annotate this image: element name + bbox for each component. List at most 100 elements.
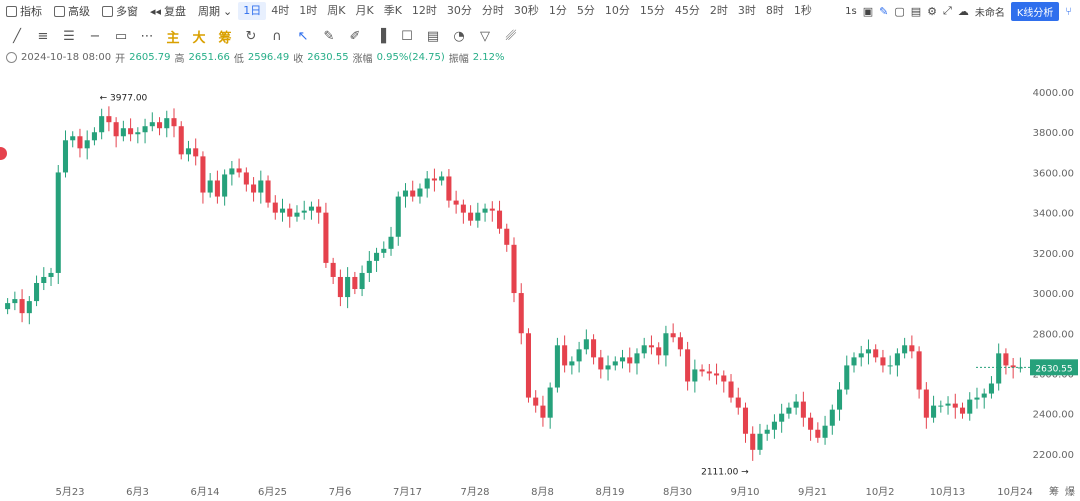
fullscreen-icon[interactable]: ▢ bbox=[894, 4, 905, 18]
kline-analysis-button[interactable]: K线分析 bbox=[1010, 1, 1060, 21]
candle-body bbox=[222, 174, 228, 197]
candle-body bbox=[5, 303, 11, 310]
period-item[interactable]: 1秒 bbox=[793, 4, 812, 17]
magnet-icon[interactable]: ∩ bbox=[272, 28, 282, 44]
candle-body bbox=[243, 172, 249, 185]
big-chip-button[interactable]: 大 bbox=[192, 30, 206, 46]
trash-icon[interactable]: ␥ bbox=[505, 28, 517, 44]
open-label: 开 bbox=[115, 54, 126, 65]
main-chip-button[interactable]: 主 bbox=[166, 30, 180, 46]
max-price-label: ← 3977.00 bbox=[100, 94, 148, 104]
indicator-button[interactable]: 指标 bbox=[0, 1, 48, 21]
highlighter-icon[interactable]: ✐ bbox=[349, 28, 361, 44]
period-item[interactable]: 15分 bbox=[639, 4, 665, 17]
cloud-icon[interactable]: ☁ bbox=[957, 4, 969, 18]
info-toggle-icon[interactable] bbox=[6, 52, 17, 63]
candle-body bbox=[482, 208, 488, 213]
y-tick-label: 3000.00 bbox=[1033, 289, 1074, 300]
candle-body bbox=[931, 405, 937, 418]
filter-icon[interactable]: ▽ bbox=[480, 28, 490, 44]
bar-pattern-icon[interactable]: ▐ bbox=[376, 28, 386, 44]
candle-body bbox=[402, 190, 409, 197]
period-item[interactable]: 1日 bbox=[238, 2, 267, 20]
candle-body bbox=[656, 347, 662, 356]
candle-body bbox=[909, 345, 915, 352]
candle-body bbox=[48, 272, 54, 277]
candle-body bbox=[988, 383, 994, 394]
multi-window-button[interactable]: 多窗 bbox=[96, 1, 144, 21]
gear-icon[interactable]: ⚙ bbox=[927, 4, 938, 18]
candle-body bbox=[952, 403, 958, 408]
candle-body bbox=[815, 429, 821, 438]
candle-body bbox=[99, 116, 105, 133]
candle-body bbox=[439, 176, 445, 181]
candle-body bbox=[670, 333, 676, 338]
candle-body bbox=[55, 172, 61, 273]
chip-button[interactable]: 筹 bbox=[218, 30, 232, 46]
rectangle-tool-icon[interactable]: ▭ bbox=[114, 28, 128, 44]
period-item[interactable]: 45分 bbox=[674, 4, 700, 17]
period-item[interactable]: 1时 bbox=[299, 4, 318, 17]
advanced-button[interactable]: 高级 bbox=[48, 1, 96, 21]
period-item[interactable]: 1分 bbox=[548, 4, 567, 17]
candle-body bbox=[229, 168, 235, 175]
candle-body bbox=[829, 409, 835, 426]
expand-icon[interactable]: ⤢ bbox=[943, 4, 952, 17]
horizontal-line-icon[interactable]: − bbox=[89, 28, 101, 44]
period-item[interactable]: 3时 bbox=[737, 4, 756, 17]
period-item[interactable]: 4时 bbox=[271, 4, 290, 17]
period-item[interactable]: 8时 bbox=[765, 4, 784, 17]
y-tick-label: 4000.00 bbox=[1033, 88, 1074, 99]
candle-body bbox=[844, 365, 850, 390]
period-item[interactable]: 2时 bbox=[709, 4, 728, 17]
candlestick-chart[interactable]: 4000.00 3800.00 3600.00 3400.00 3200.00 3000.… bbox=[0, 70, 1080, 501]
candle-body bbox=[619, 357, 626, 362]
save-icon[interactable]: ▤ bbox=[910, 4, 922, 18]
camera-icon[interactable]: ▣ bbox=[862, 4, 874, 18]
candle-body bbox=[612, 361, 618, 366]
brush-icon[interactable]: ✎ bbox=[323, 28, 335, 44]
pen-icon[interactable]: ✎ bbox=[879, 4, 889, 18]
right-tools: 1s ▣ ✎ ▢ ▤ ⚙ ⤢ ☁ 未命名 K线分析 ⑂ bbox=[845, 0, 1080, 22]
candle-body bbox=[800, 401, 806, 418]
lock-icon[interactable]: ☐ bbox=[401, 28, 413, 44]
more-tools-icon[interactable]: ⋯ bbox=[140, 28, 154, 44]
share-icon[interactable]: ⑂ bbox=[1065, 4, 1072, 18]
candle-body bbox=[26, 301, 32, 314]
channel-tool-icon[interactable]: ≡ bbox=[37, 28, 49, 44]
time-display[interactable]: 1s bbox=[845, 5, 857, 17]
y-tick-label: 2400.00 bbox=[1033, 410, 1074, 421]
period-item[interactable]: 5分 bbox=[576, 4, 595, 17]
layout-name[interactable]: 未命名 bbox=[974, 7, 1005, 19]
line-tool-icon[interactable]: ╱ bbox=[13, 28, 21, 44]
alert-marker[interactable] bbox=[0, 147, 7, 160]
period-item[interactable]: 30秒 bbox=[513, 4, 539, 17]
measure-icon[interactable]: ◔ bbox=[453, 28, 465, 44]
period-item[interactable]: 12时 bbox=[411, 4, 437, 17]
period-item[interactable]: 10分 bbox=[604, 4, 630, 17]
close-label: 收 bbox=[293, 54, 304, 65]
candle-body bbox=[323, 212, 329, 263]
candle-body bbox=[330, 262, 336, 277]
parallel-tool-icon[interactable]: ☰ bbox=[63, 28, 75, 44]
candle-body bbox=[518, 293, 524, 334]
note-icon[interactable]: ▤ bbox=[426, 28, 440, 44]
candle-body bbox=[258, 180, 264, 193]
period-item[interactable]: 月K bbox=[355, 4, 374, 17]
candle-body bbox=[605, 365, 611, 370]
period-item[interactable]: 分时 bbox=[481, 4, 504, 17]
candle-body bbox=[410, 190, 416, 197]
candle-body bbox=[337, 276, 343, 298]
period-item[interactable]: 30分 bbox=[446, 4, 472, 17]
period-dropdown[interactable]: 周期 ⌄ bbox=[192, 1, 238, 21]
candle-body bbox=[345, 276, 351, 298]
cursor-icon[interactable]: ↖ bbox=[297, 28, 309, 44]
candle-body bbox=[554, 345, 560, 388]
candle-body bbox=[352, 276, 358, 290]
period-item[interactable]: 季K bbox=[383, 4, 402, 17]
candle-body bbox=[251, 184, 257, 193]
replay-button[interactable]: ◂◂ 复盘 bbox=[144, 1, 192, 21]
sync-icon[interactable]: ↻ bbox=[245, 28, 257, 44]
candle-body bbox=[916, 351, 922, 390]
period-item[interactable]: 周K bbox=[327, 4, 346, 17]
